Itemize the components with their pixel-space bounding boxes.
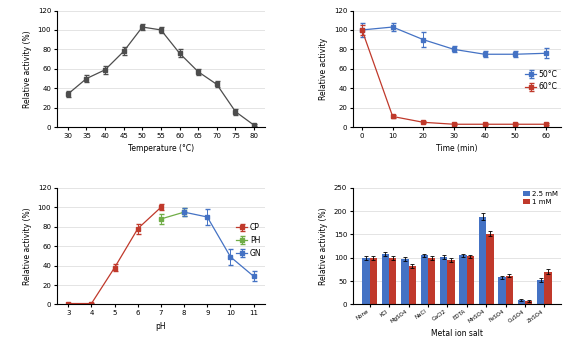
Bar (525, 301, 532, 304)
Bar (486, 233, 494, 304)
Bar (506, 275, 513, 304)
X-axis label: pH: pH (156, 322, 166, 331)
Bar (370, 258, 377, 304)
Bar (498, 278, 506, 304)
Bar (382, 254, 389, 304)
Y-axis label: Relative activity (%): Relative activity (%) (23, 207, 32, 285)
Bar (408, 266, 416, 304)
Bar (544, 272, 552, 304)
Bar (421, 256, 428, 304)
Bar (537, 280, 544, 304)
Bar (447, 260, 455, 304)
Bar (389, 258, 396, 304)
Legend: CP, PH, GN: CP, PH, GN (236, 223, 261, 258)
Bar (428, 258, 435, 304)
Bar (518, 300, 525, 304)
X-axis label: Metal ion salt: Metal ion salt (431, 329, 483, 338)
Bar (362, 258, 370, 304)
X-axis label: Time (min): Time (min) (437, 144, 478, 153)
Bar (440, 257, 447, 304)
Bar (479, 217, 486, 304)
Bar (401, 259, 408, 304)
Legend: 2.5 mM, 1 mM: 2.5 mM, 1 mM (523, 191, 558, 205)
X-axis label: Temperature (°C): Temperature (°C) (128, 144, 194, 153)
Bar (467, 257, 474, 304)
Legend: 50°C, 60°C: 50°C, 60°C (525, 70, 557, 91)
Bar (459, 256, 467, 304)
Y-axis label: Relative activity: Relative activity (319, 38, 328, 100)
Y-axis label: Relative activity (%): Relative activity (%) (319, 207, 328, 285)
Y-axis label: Relative activity (%): Relative activity (%) (23, 30, 32, 108)
